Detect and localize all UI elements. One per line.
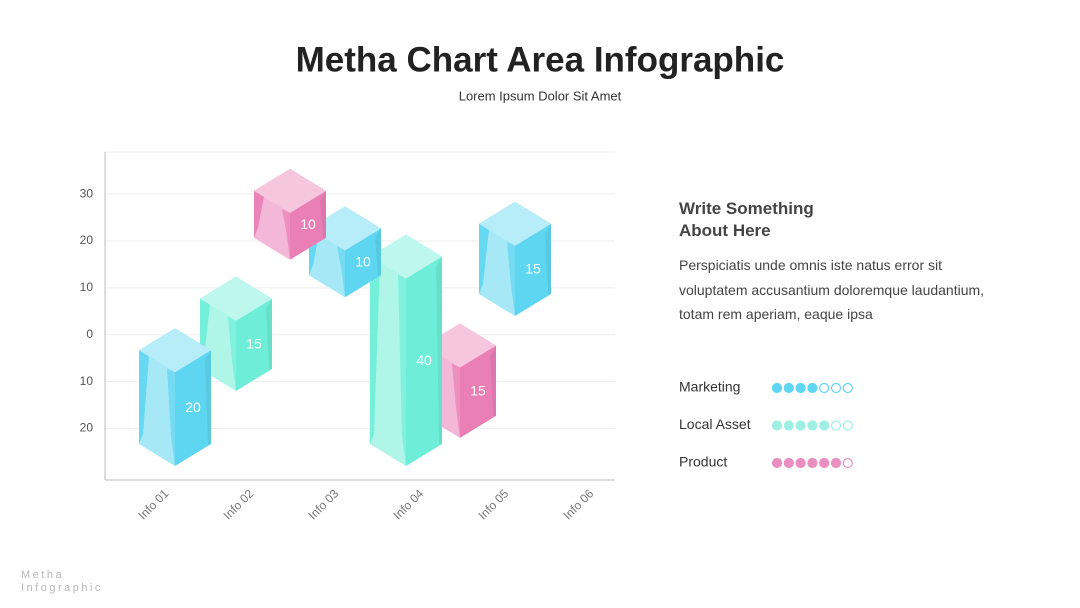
rating-dot [842,457,853,469]
footer-line: Infographic [21,582,103,594]
box-stripe [228,316,236,391]
box-stripe [337,246,345,298]
box-right-stripe [436,256,442,444]
box-stripe [479,223,489,294]
rating-dot [819,420,830,431]
footer-line: Metha [21,569,65,581]
x-tick-label: Info 05 [476,486,512,522]
box-left-face [309,228,345,298]
box-top-shade [309,206,381,251]
box: 20 [139,328,211,466]
box-stripe [139,350,149,444]
x-tick-label: Info 01 [136,486,172,522]
rating-dot [783,420,794,431]
rating-dot [795,420,806,431]
box-top-shade [139,328,211,373]
box: 15 [479,201,551,316]
y-tick-label: 20 [80,233,94,247]
box-left-face [479,223,515,316]
box: 40 [370,234,442,466]
x-tick-label: Info 06 [561,486,597,522]
value-label: 10 [300,216,316,232]
box-right-stripe [545,223,551,294]
box-right-stripe [205,350,211,444]
box-top-shade [479,201,551,246]
box: 10 [254,168,326,260]
rating-dot [819,457,830,469]
y-tick-label: 10 [80,374,94,388]
title: Metha Chart Area Infographic [296,40,785,79]
box-top-shade [370,234,442,279]
box-left-face [139,350,175,466]
box-left-shade [370,256,406,466]
box-left-face [370,256,406,466]
box-right-stripe [490,345,496,416]
rating-dot [830,457,842,469]
box-left-shade [479,223,515,316]
value-label: 15 [246,336,262,352]
rating-dot [807,382,818,394]
box-stripe [398,274,406,466]
box-right-stripe [375,228,381,276]
box-right-face [460,345,496,438]
box-left-face [254,190,290,260]
rating-label: Local Asset [679,416,751,432]
value-label: 15 [470,382,486,398]
box-top-shade [200,276,272,321]
y-tick-label: 0 [86,327,93,341]
x-tick-label: Info 02 [221,486,257,522]
rating-dot [783,382,794,394]
box-top-shade [254,168,326,213]
rating-dot [771,382,783,394]
rating-dot [783,457,794,469]
box-right-stripe [320,190,326,238]
rating-label: Product [679,454,727,470]
box-right-face [175,350,211,466]
side-text: Perspiciatis unde omnis iste natus error… [679,257,985,322]
box-stripe [167,368,175,466]
rating-dot [842,420,853,431]
rating-dot [819,382,830,394]
rating-dot [807,420,818,431]
rating-dot [795,457,806,469]
value-label: 15 [525,261,541,277]
box-right-face [515,223,551,316]
box-right-face [236,298,272,391]
rating-dot [771,457,783,469]
box: 15 [200,276,272,391]
box-right-face [406,256,442,466]
box: 10 [309,206,381,298]
box-stripe [452,363,460,438]
box-right-face [345,228,381,298]
box-stripe [507,241,515,316]
rating-dot [807,457,818,469]
y-tick-label: 10 [80,280,94,294]
box-left-shade [139,350,175,466]
value-label: 40 [416,352,432,368]
y-tick-label: 30 [80,186,94,200]
rating-dot [795,382,806,394]
rating-dot [830,420,842,431]
box-stripe [370,256,380,444]
side-heading: Write Something About Here [679,199,814,240]
box-left-shade [309,228,345,298]
x-tick-label: Info 04 [391,486,427,522]
box-left-shade [254,190,290,260]
value-label: 10 [355,254,371,270]
subtitle: Lorem Ipsum Dolor Sit Amet [459,88,622,103]
box-right-stripe [266,298,272,369]
box-stripe [282,208,290,260]
x-tick-label: Info 03 [306,486,342,522]
footer: Metha Infographic [21,569,103,595]
box-right-face [290,190,326,260]
rating-dot [771,420,783,431]
y-tick-label: 20 [80,421,94,435]
value-label: 20 [185,399,201,415]
rating-label: Marketing [679,379,740,395]
rating-dot [830,382,842,394]
box-stripe [254,190,264,238]
rating-dot [842,382,853,394]
